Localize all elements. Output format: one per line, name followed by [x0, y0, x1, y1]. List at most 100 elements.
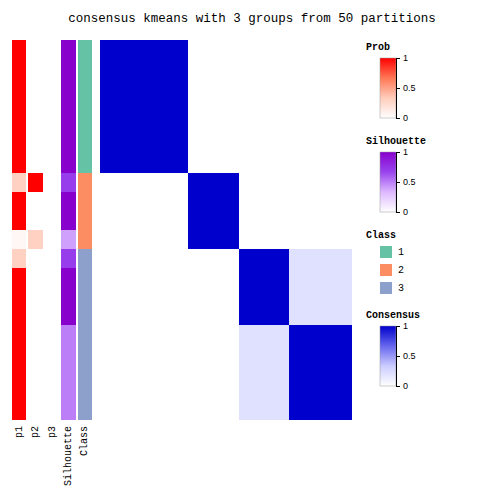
heatmap-cell	[113, 268, 126, 288]
heatmap-cell	[289, 325, 302, 345]
heatmap-cell	[100, 230, 113, 250]
annotation-cell	[61, 78, 75, 98]
heatmap-cell	[100, 40, 113, 60]
heatmap-cell	[251, 40, 264, 60]
heatmap-cell	[125, 230, 138, 250]
heatmap-cell	[239, 306, 252, 326]
legend-label: 2	[398, 265, 404, 276]
heatmap-cell	[100, 154, 113, 174]
heatmap-cell	[314, 230, 327, 250]
heatmap-cell	[302, 382, 315, 402]
heatmap-cell	[276, 40, 289, 60]
tick-mark	[396, 356, 400, 357]
heatmap-cell	[239, 287, 252, 307]
annotation-cell	[45, 306, 59, 326]
heatmap-cell	[176, 78, 189, 98]
heatmap-cell	[239, 154, 252, 174]
annotation-cell	[78, 249, 92, 269]
annotation-cell	[61, 306, 75, 326]
heatmap-cell	[314, 268, 327, 288]
heatmap-cell	[264, 116, 277, 136]
heatmap-cell	[188, 325, 201, 345]
heatmap-cell	[100, 173, 113, 193]
annotation-cell	[61, 325, 75, 345]
heatmap-cell	[327, 59, 340, 79]
heatmap-cell	[264, 40, 277, 60]
heatmap-cell	[314, 344, 327, 364]
heatmap-cell	[125, 287, 138, 307]
heatmap-cell	[264, 287, 277, 307]
heatmap-cell	[251, 287, 264, 307]
heatmap-cell	[201, 154, 214, 174]
annotation-cell	[61, 192, 75, 212]
heatmap-cell	[251, 325, 264, 345]
annotation-cell	[12, 154, 26, 174]
heatmap-cell	[276, 382, 289, 402]
heatmap-cell	[239, 401, 252, 420]
heatmap-cell	[163, 211, 176, 231]
annotation-cell	[12, 97, 26, 117]
heatmap-cell	[201, 325, 214, 345]
heatmap-cell	[314, 135, 327, 155]
tick: 0.5	[396, 177, 416, 187]
heatmap-cell	[302, 287, 315, 307]
heatmap-cell	[125, 116, 138, 136]
heatmap-cell	[138, 59, 151, 79]
heatmap-cell	[339, 401, 352, 420]
heatmap-cell	[276, 97, 289, 117]
heatmap-cell	[188, 135, 201, 155]
annotation-cell	[28, 211, 42, 231]
heatmap-cell	[176, 116, 189, 136]
legend-swatch	[380, 264, 392, 276]
annotation-cell	[28, 325, 42, 345]
heatmap-cell	[150, 97, 163, 117]
axis-line	[397, 59, 401, 119]
tick-mark	[396, 386, 400, 387]
heatmap-cell	[163, 230, 176, 250]
heatmap-cell	[264, 97, 277, 117]
heatmap-cell	[176, 173, 189, 193]
heatmap-cell	[327, 78, 340, 98]
heatmap-cell	[239, 192, 252, 212]
heatmap-cell	[276, 249, 289, 269]
heatmap-cell	[251, 116, 264, 136]
heatmap-cell	[213, 40, 226, 60]
heatmap-cell	[302, 325, 315, 345]
heatmap-cell	[289, 249, 302, 269]
heatmap-cell	[339, 306, 352, 326]
heatmap-cell	[264, 344, 277, 364]
heatmap-cell	[138, 306, 151, 326]
heatmap-cell	[327, 192, 340, 212]
heatmap-cell	[302, 78, 315, 98]
annotation-cell	[45, 192, 59, 212]
heatmap-cell	[314, 154, 327, 174]
heatmap-cell	[339, 59, 352, 79]
annotation-cell	[45, 97, 59, 117]
heatmap-cell	[125, 401, 138, 420]
annotation-cell	[78, 230, 92, 250]
heatmap-cell	[188, 97, 201, 117]
annotation-cell	[61, 154, 75, 174]
color-bar	[380, 152, 396, 212]
heatmap-cell	[264, 78, 277, 98]
heatmap-cell	[314, 97, 327, 117]
heatmap-cell	[239, 97, 252, 117]
heatmap-cell	[327, 135, 340, 155]
annotation-cell	[28, 306, 42, 326]
heatmap-cell	[327, 230, 340, 250]
heatmap-cell	[213, 211, 226, 231]
heatmap-cell	[239, 78, 252, 98]
heatmap-cell	[327, 268, 340, 288]
heatmap-cell	[125, 344, 138, 364]
heatmap-cell	[264, 135, 277, 155]
heatmap-cell	[276, 306, 289, 326]
heatmap-cell	[314, 78, 327, 98]
heatmap-cell	[100, 135, 113, 155]
heatmap-cell	[327, 249, 340, 269]
heatmap-cell	[339, 363, 352, 383]
tick: 1	[396, 53, 408, 63]
annotation-cell	[12, 173, 26, 193]
heatmap-cell	[138, 382, 151, 402]
heatmap-cell	[150, 78, 163, 98]
heatmap-cell	[302, 135, 315, 155]
